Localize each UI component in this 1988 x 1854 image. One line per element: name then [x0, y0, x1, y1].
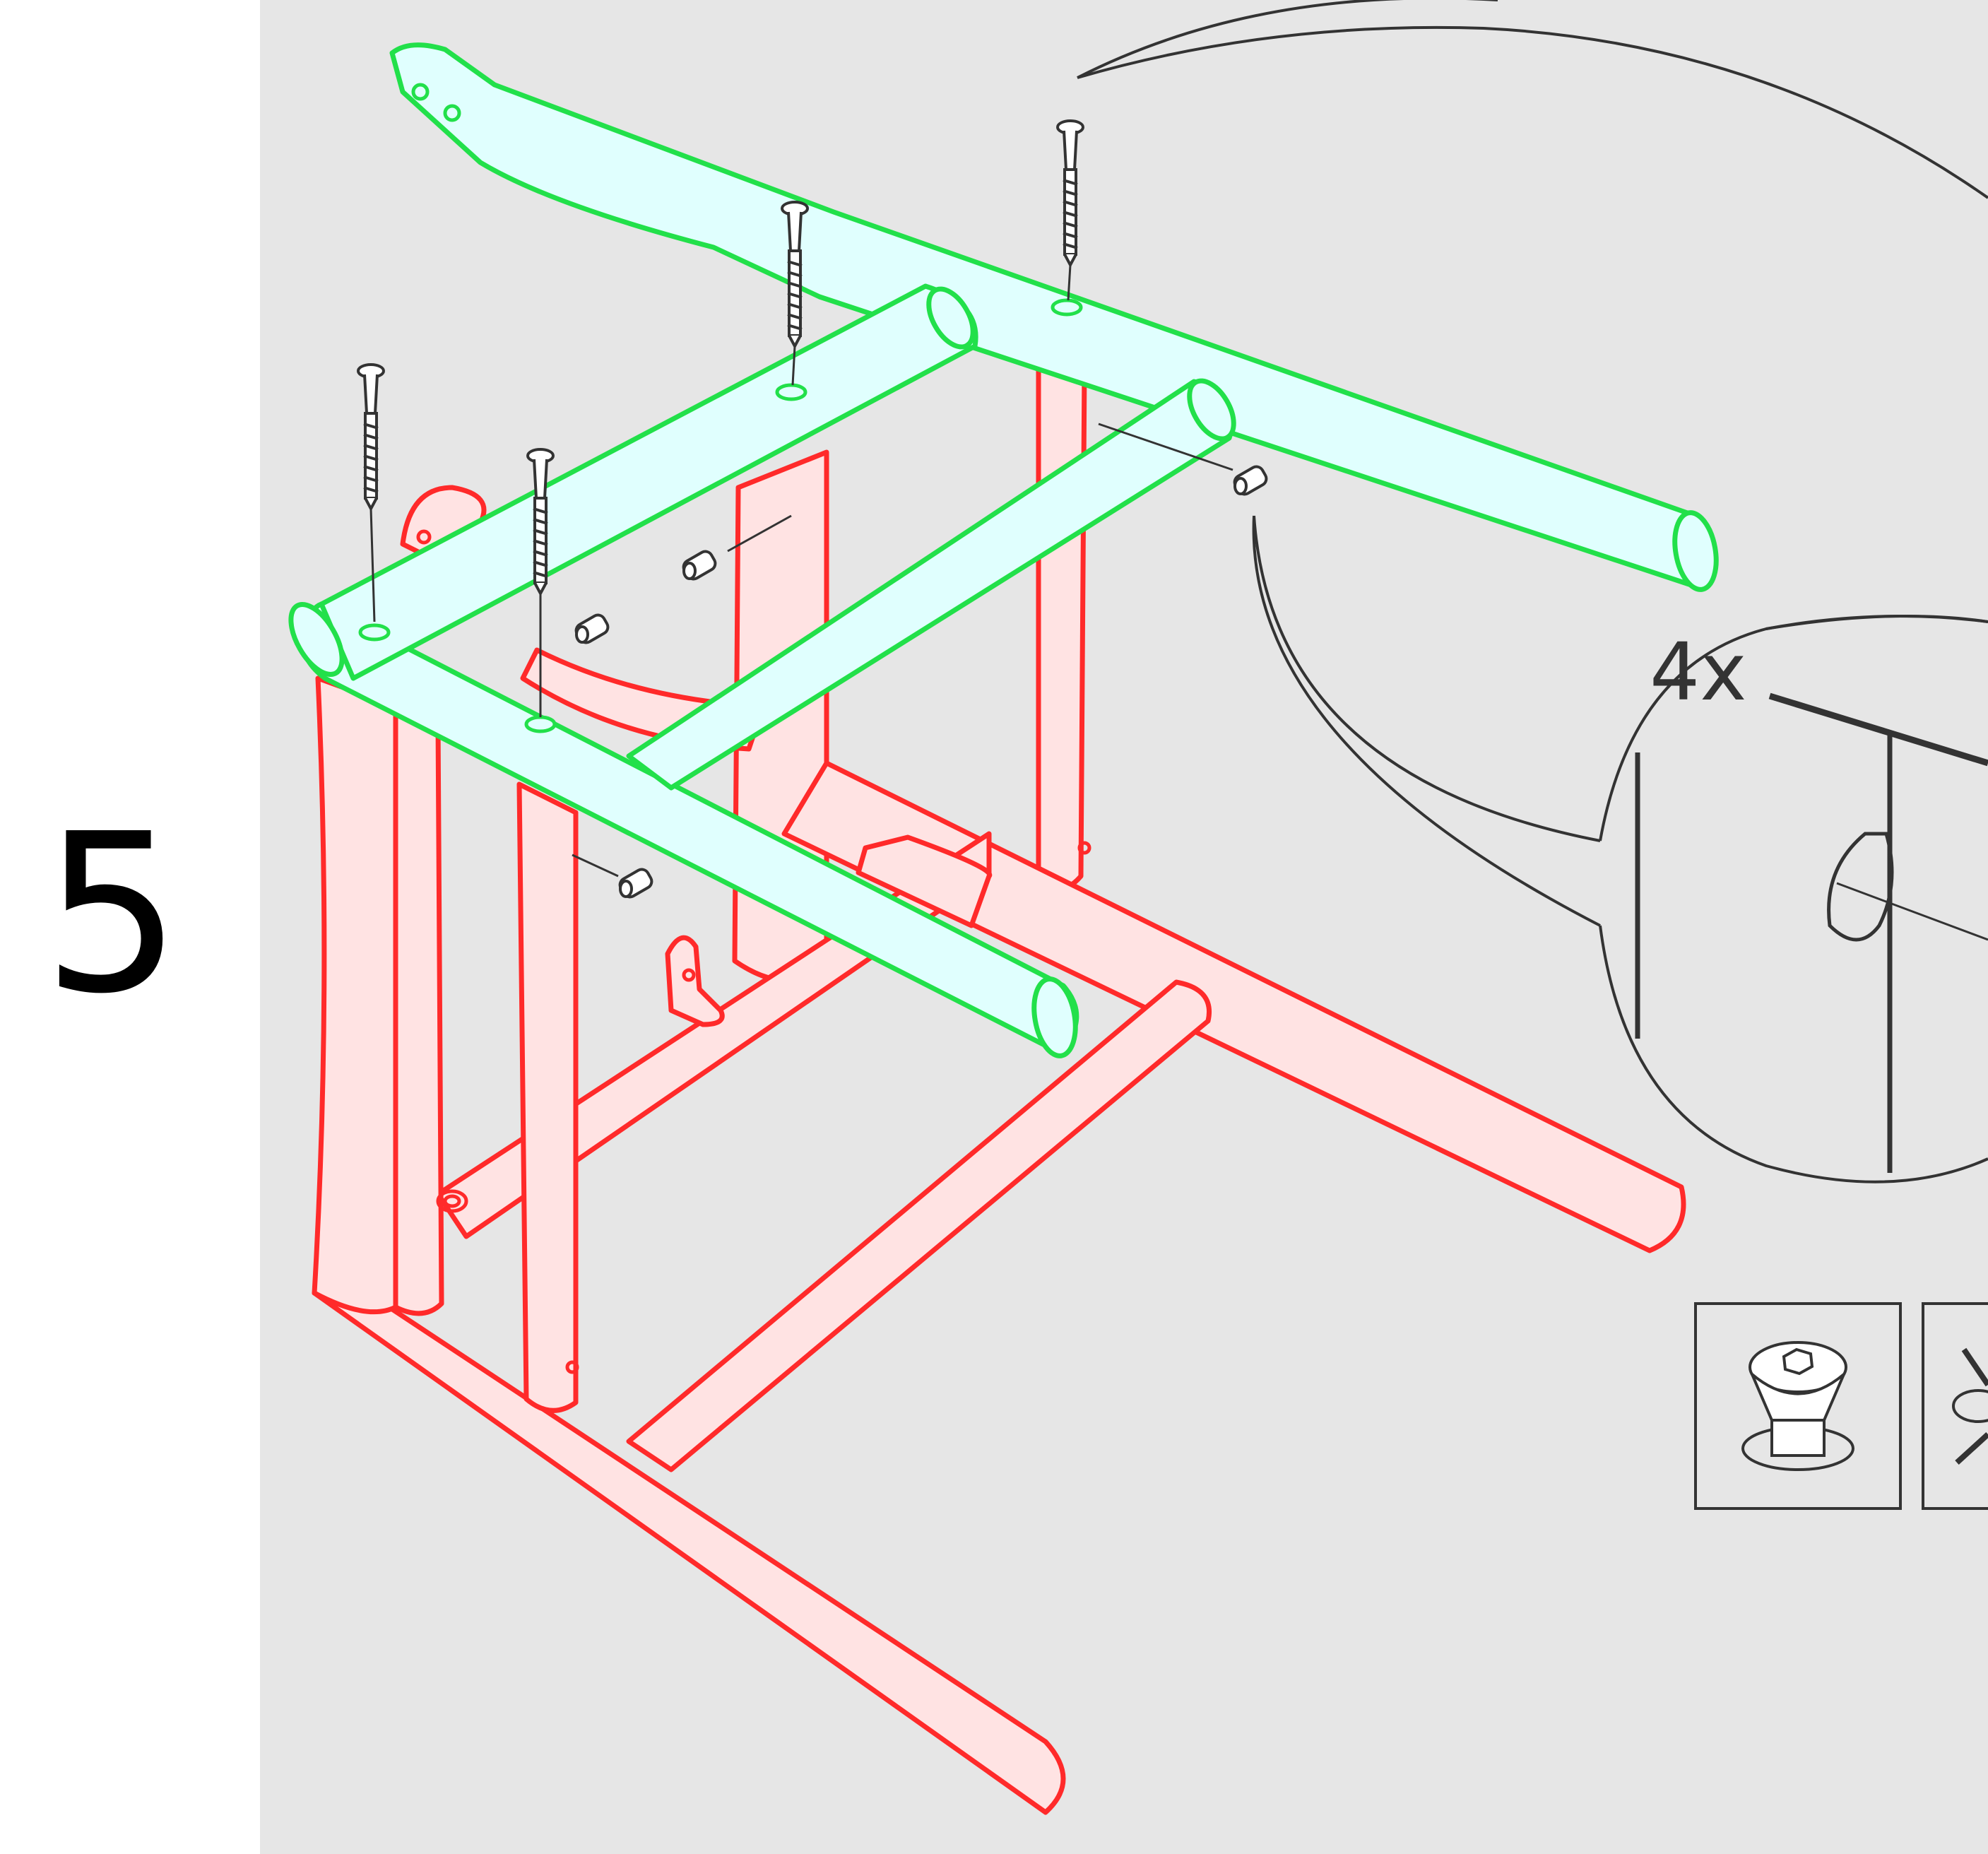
bottom-rail-far	[781, 760, 1686, 1253]
barrel-nut-icon	[679, 547, 720, 584]
step-number: 5	[42, 787, 182, 1042]
screw-group	[357, 119, 1084, 717]
bracket-tab	[400, 485, 487, 561]
barrel-nut-group	[572, 423, 1271, 902]
rail-block	[856, 834, 993, 928]
front-leg-round	[393, 704, 444, 1316]
barrel-nut-icon	[572, 610, 613, 647]
front-post	[516, 781, 579, 1413]
back-leg-far	[1036, 365, 1087, 891]
seat-frame-new	[288, 42, 1719, 1058]
barrel-nut-icon	[1230, 462, 1271, 499]
hex-head-countersink-icon	[1694, 1302, 1902, 1510]
no-overtighten-icon	[1922, 1302, 1988, 1510]
screw-icon	[1056, 119, 1084, 266]
screw-icon	[357, 363, 385, 510]
detail-callout	[1077, 0, 1988, 1183]
front-leg-board	[312, 675, 398, 1315]
bottom-runner-near	[312, 1262, 1066, 1815]
left-margin	[0, 0, 260, 1854]
barrel-nut-icon	[615, 865, 656, 902]
quantity-label: 4x	[1650, 627, 1747, 719]
lower-cross-rail	[626, 979, 1212, 1472]
corner-bracket	[665, 935, 725, 1027]
